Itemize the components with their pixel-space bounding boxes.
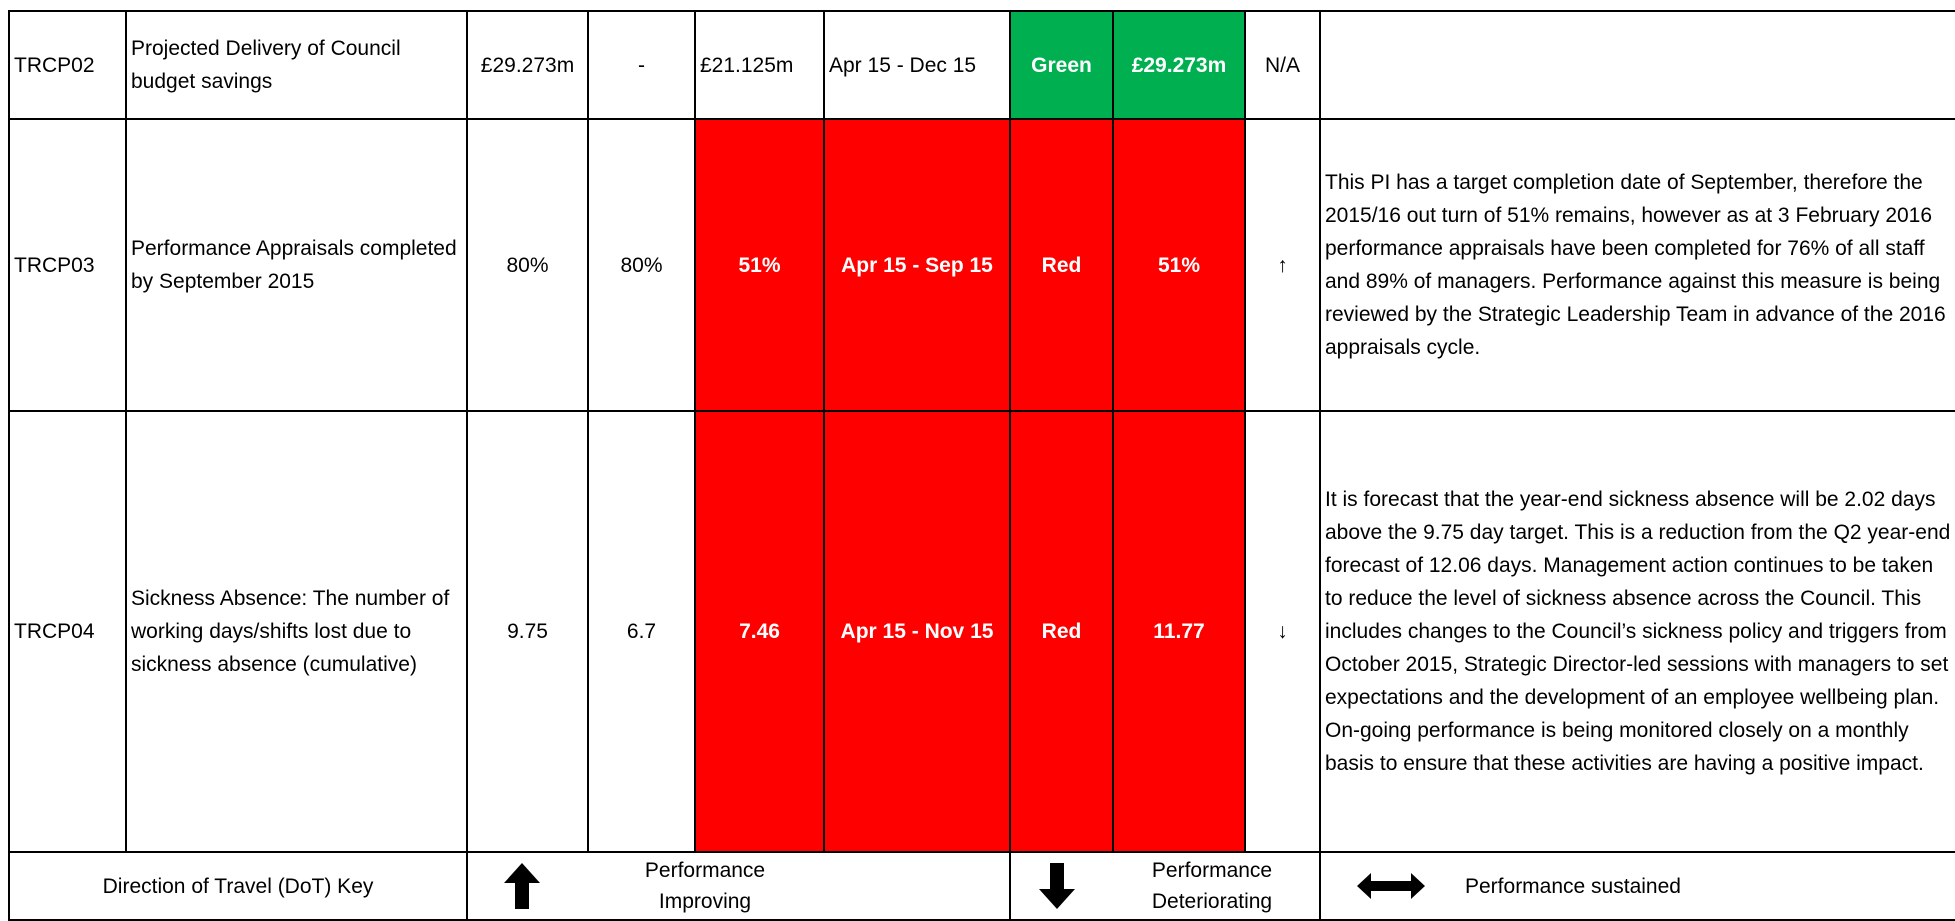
- pi-current: 7.46: [694, 410, 825, 853]
- pi-comment: This PI has a target completion date of …: [1319, 118, 1955, 412]
- pi-period: Apr 15 - Dec 15: [823, 10, 1011, 120]
- dot-key-title: Direction of Travel (DoT) Key: [8, 851, 468, 921]
- key-improving-label: Performance Improving: [644, 859, 766, 913]
- pi-current: 51%: [694, 118, 825, 412]
- pi-dot-arrow-up-icon: ↑: [1244, 118, 1321, 412]
- pi-target: 80%: [466, 118, 589, 412]
- key-sustained-label: Performance sustained: [1465, 874, 1681, 898]
- pi-measure: Sickness Absence: The number of working …: [125, 410, 468, 853]
- arrow-up-icon: [504, 863, 540, 909]
- pi-measure: Performance Appraisals completed by Sept…: [125, 118, 468, 412]
- pi-comment: It is forecast that the year-end sicknes…: [1319, 410, 1955, 853]
- key-improving: Performance Improving: [466, 851, 1011, 921]
- pi-rag-status: Red: [1009, 410, 1114, 853]
- pi-forecast: £29.273m: [1112, 10, 1246, 120]
- pi-period: Apr 15 - Nov 15: [823, 410, 1011, 853]
- key-sustained: Performance sustained: [1319, 851, 1955, 921]
- pi-previous: 80%: [587, 118, 696, 412]
- pi-target: £29.273m: [466, 10, 589, 120]
- pi-rag-status: Green: [1009, 10, 1114, 120]
- table-row: TRCP02 Projected Delivery of Council bud…: [8, 10, 1955, 120]
- table-row: TRCP04 Sickness Absence: The number of w…: [8, 410, 1955, 853]
- pi-previous: -: [587, 10, 696, 120]
- pi-current: £21.125m: [694, 10, 825, 120]
- dot-key-row: Direction of Travel (DoT) Key Performanc…: [8, 851, 1955, 921]
- key-deteriorating-label: Performance Deteriorating: [1151, 859, 1273, 913]
- pi-target: 9.75: [466, 410, 589, 853]
- pi-dot-arrow-down-icon: ↓: [1244, 410, 1321, 853]
- pi-rag-status: Red: [1009, 118, 1114, 412]
- pi-previous: 6.7: [587, 410, 696, 853]
- pi-forecast: 51%: [1112, 118, 1246, 412]
- pi-ref: TRCP04: [8, 410, 127, 853]
- pi-forecast: 11.77: [1112, 410, 1246, 853]
- key-deteriorating: Performance Deteriorating: [1009, 851, 1321, 921]
- pi-measure: Projected Delivery of Council budget sav…: [125, 10, 468, 120]
- pi-ref: TRCP02: [8, 10, 127, 120]
- pi-dot: N/A: [1244, 10, 1321, 120]
- table-row: TRCP03 Performance Appraisals completed …: [8, 118, 1955, 412]
- pi-comment: [1319, 10, 1955, 120]
- arrow-down-icon: [1039, 863, 1075, 909]
- performance-table: TRCP02 Projected Delivery of Council bud…: [8, 10, 1955, 921]
- arrow-left-right-icon: [1357, 873, 1425, 899]
- pi-ref: TRCP03: [8, 118, 127, 412]
- pi-period: Apr 15 - Sep 15: [823, 118, 1011, 412]
